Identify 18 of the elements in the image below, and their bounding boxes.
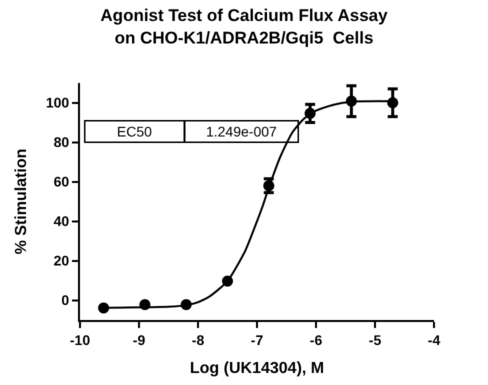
y-tick-label: 100 bbox=[46, 94, 70, 111]
y-tick-label: 40 bbox=[54, 213, 70, 230]
annotation: EC50 bbox=[116, 124, 152, 140]
y-axis-title: % Stimulation bbox=[13, 148, 30, 254]
x-tick-label: -6 bbox=[310, 332, 322, 348]
annotation: 1.249e-007 bbox=[206, 124, 278, 140]
x-axis-title: Log (UK14304), M bbox=[190, 360, 324, 377]
x-tick-label: -9 bbox=[132, 332, 146, 348]
x-tick-label: -5 bbox=[368, 332, 382, 348]
x-tick-label: -10 bbox=[70, 332, 90, 348]
y-tick-label: 60 bbox=[54, 174, 70, 190]
y-tick-label: 20 bbox=[54, 252, 70, 269]
x-tick-label: -8 bbox=[192, 332, 204, 348]
y-tick-label: 80 bbox=[54, 134, 70, 150]
x-tick-label: -4 bbox=[428, 332, 440, 348]
y-tick-label: 0 bbox=[61, 292, 70, 308]
x-tick-label: -7 bbox=[250, 332, 264, 348]
chart-title: Agonist Test of Calcium Flux Assay on CHO-K1/ADRA2B/Gqi5 Cells bbox=[100, 6, 388, 48]
